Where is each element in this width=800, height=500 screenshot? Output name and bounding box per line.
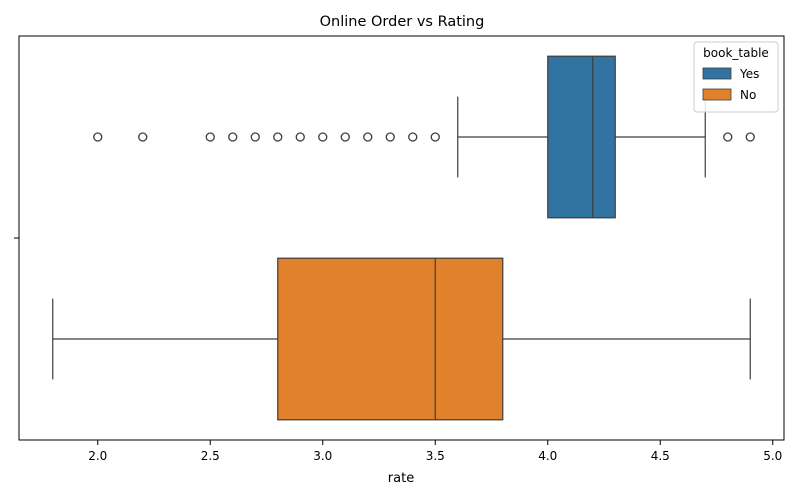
outlier-point-yes [363, 132, 373, 142]
legend-label-yes: Yes [739, 67, 759, 81]
x-axis: 2.0 2.5 3.0 3.5 4.0 4.5 5.0 [14, 237, 782, 463]
x-tick-label: 2.5 [201, 449, 220, 463]
box-yes [547, 55, 616, 219]
legend-swatch-no [702, 88, 732, 101]
x-tick-label: 2.0 [88, 449, 107, 463]
legend-label-no: No [740, 88, 756, 102]
chart-title: Online Order vs Rating [320, 14, 485, 30]
outlier-point-yes [318, 132, 328, 142]
outlier-point-yes [228, 132, 238, 142]
legend: book_table Yes No [693, 41, 779, 113]
legend-title: book_table [703, 46, 769, 60]
legend-swatch-yes [702, 67, 732, 80]
x-tick-label: 3.0 [313, 449, 332, 463]
outlier-point-yes [273, 132, 283, 142]
outlier-point-yes [385, 132, 395, 142]
outlier-point-yes [138, 132, 148, 142]
outlier-point-yes [408, 132, 418, 142]
outlier-point-yes [430, 132, 440, 142]
x-tick-label: 4.0 [538, 449, 557, 463]
outlier-point-yes [745, 132, 755, 142]
plot-area [52, 55, 755, 421]
x-tick-label: 3.5 [426, 449, 445, 463]
outlier-point-yes [723, 132, 733, 142]
outlier-point-yes [340, 132, 350, 142]
x-tick-label: 5.0 [763, 449, 782, 463]
x-axis-label: rate [388, 471, 414, 486]
outlier-point-yes [205, 132, 215, 142]
outlier-point-yes [250, 132, 260, 142]
x-tick-label: 4.5 [651, 449, 670, 463]
outlier-point-yes [295, 132, 305, 142]
outlier-point-yes [93, 132, 103, 142]
box-no [277, 257, 504, 421]
